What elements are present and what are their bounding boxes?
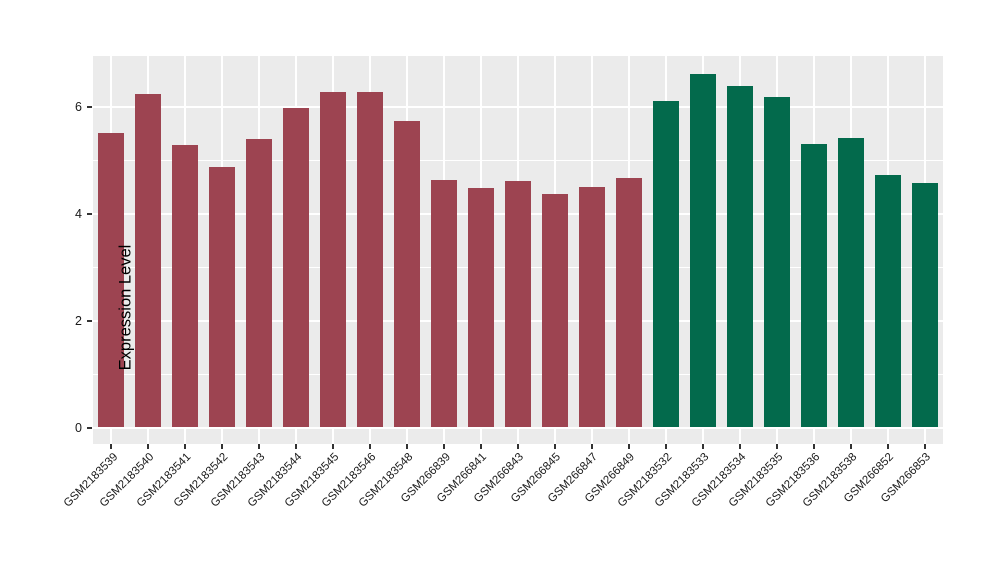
x-tick-mark-GSM266839 [443, 444, 446, 449]
bar-GSM2183534 [726, 85, 753, 428]
bar-GSM266841 [468, 187, 495, 428]
y-tick-mark-6 [87, 105, 92, 108]
x-tick-mark-GSM266843 [517, 444, 519, 449]
bar-GSM2183532 [652, 100, 679, 428]
x-tick-mark-GSM2183545 [332, 444, 335, 449]
x-tick-mark-GSM2183533 [701, 444, 704, 449]
y-tick-label-2: 2 [75, 313, 82, 328]
bar-GSM2183535 [763, 97, 790, 428]
x-tick-mark-GSM266849 [627, 444, 630, 449]
x-tick-mark-GSM2183538 [849, 444, 852, 449]
bar-GSM2183539 [98, 132, 125, 428]
x-tick-mark-GSM266853 [923, 444, 926, 449]
bar-GSM266845 [541, 194, 568, 428]
y-tick-label-6: 6 [75, 99, 82, 114]
bar-GSM266839 [431, 179, 458, 428]
plot-panel: Expression Level [93, 56, 943, 444]
y-tick-mark-4 [87, 212, 92, 215]
y-tick-mark-2 [87, 319, 92, 322]
x-tick-mark-GSM2183548 [406, 444, 409, 449]
bar-GSM2183544 [283, 107, 310, 428]
bar-GSM2183542 [209, 167, 236, 428]
x-tick-mark-GSM2183540 [147, 444, 150, 449]
y-tick-label-0: 0 [75, 420, 82, 435]
x-tick-mark-GSM2183541 [184, 444, 187, 449]
bar-GSM2183543 [246, 138, 273, 428]
x-tick-mark-GSM2183546 [369, 444, 372, 449]
x-tick-mark-GSM2183543 [258, 444, 261, 449]
bar-GSM2183540 [135, 94, 162, 428]
bar-GSM2183545 [320, 91, 347, 428]
bar-GSM2183546 [357, 91, 384, 428]
x-tick-mark-GSM266841 [480, 444, 483, 449]
bar-GSM2183533 [689, 74, 716, 428]
bar-GSM2183548 [394, 120, 421, 428]
x-tick-mark-GSM2183535 [775, 444, 778, 449]
bar-GSM2183536 [800, 143, 827, 428]
bar-GSM266849 [615, 178, 642, 428]
y-tick-mark-0 [87, 426, 92, 429]
bar-GSM266847 [578, 187, 605, 428]
bar-GSM2183541 [172, 145, 199, 428]
y-axis-title: Expression Level [116, 244, 135, 371]
x-tick-mark-GSM2183539 [110, 444, 113, 449]
x-tick-mark-GSM2183542 [221, 444, 224, 449]
x-tick-mark-GSM2183534 [738, 444, 741, 449]
bar-GSM266853 [911, 183, 938, 428]
x-tick-mark-GSM266845 [553, 444, 556, 449]
bar-GSM266852 [874, 175, 901, 428]
x-tick-mark-GSM2183544 [295, 444, 298, 449]
x-tick-mark-GSM266847 [590, 444, 593, 449]
x-tick-mark-GSM2183532 [664, 444, 667, 449]
x-tick-mark-GSM2183536 [812, 444, 815, 449]
bar-GSM266843 [505, 181, 531, 428]
bar-GSM2183538 [837, 138, 864, 428]
y-tick-label-4: 4 [75, 206, 82, 221]
x-tick-mark-GSM266852 [886, 444, 889, 449]
